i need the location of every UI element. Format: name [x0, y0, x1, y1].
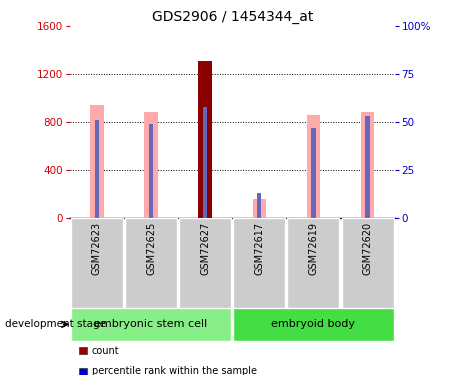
- Bar: [253, 199, 266, 217]
- Text: GSM72617: GSM72617: [254, 222, 264, 275]
- Text: development stage: development stage: [5, 320, 106, 329]
- Bar: [179, 217, 231, 308]
- Text: embryonic stem cell: embryonic stem cell: [94, 320, 208, 329]
- Bar: [341, 217, 394, 308]
- Bar: [198, 61, 212, 217]
- Text: count: count: [92, 346, 119, 355]
- Bar: [233, 217, 285, 308]
- Bar: [307, 115, 320, 218]
- Bar: [311, 128, 316, 218]
- Bar: [257, 193, 262, 217]
- Bar: [90, 105, 104, 218]
- Text: GSM72625: GSM72625: [146, 222, 156, 275]
- Text: embryoid body: embryoid body: [272, 320, 355, 329]
- Text: GSM72627: GSM72627: [200, 222, 210, 275]
- Bar: [95, 120, 99, 218]
- Bar: [361, 112, 374, 218]
- Title: GDS2906 / 1454344_at: GDS2906 / 1454344_at: [152, 10, 313, 24]
- Bar: [71, 217, 123, 308]
- Bar: [144, 112, 158, 218]
- Text: GSM72620: GSM72620: [363, 222, 373, 275]
- Text: GSM72619: GSM72619: [308, 222, 318, 275]
- Text: GSM72623: GSM72623: [92, 222, 102, 275]
- Bar: [233, 308, 394, 341]
- Bar: [149, 124, 153, 218]
- Bar: [71, 308, 231, 341]
- Bar: [125, 217, 177, 308]
- Bar: [203, 106, 207, 218]
- Text: percentile rank within the sample: percentile rank within the sample: [92, 366, 257, 375]
- Bar: [287, 217, 340, 308]
- Bar: [365, 116, 370, 218]
